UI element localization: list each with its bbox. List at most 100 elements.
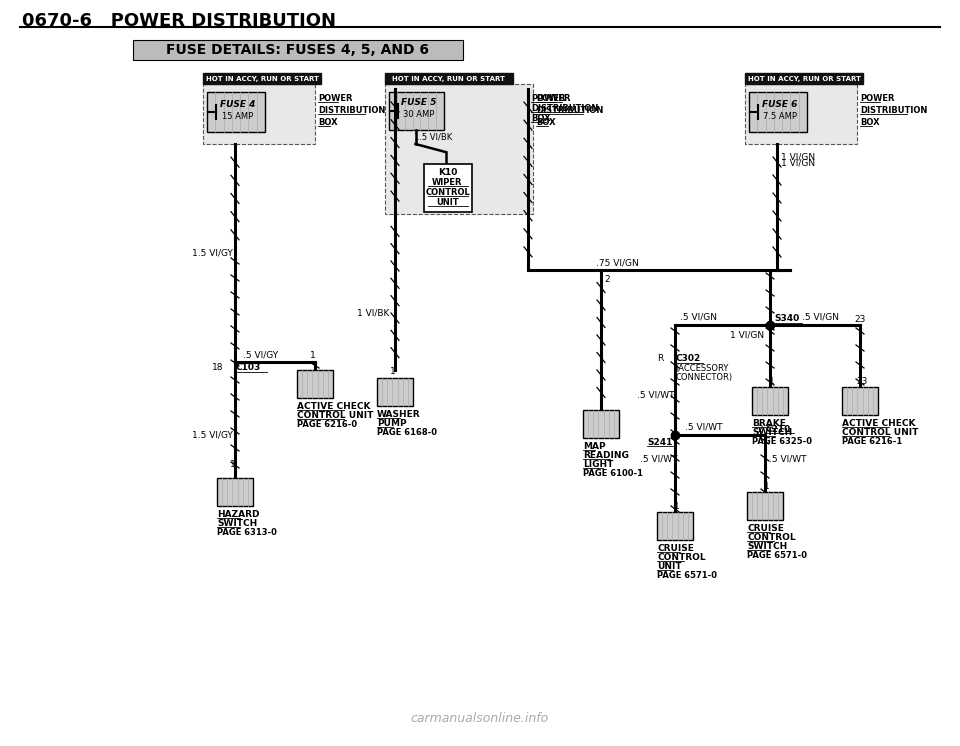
Text: 1: 1 bbox=[390, 367, 396, 376]
Text: 1 VI/GN: 1 VI/GN bbox=[730, 330, 764, 339]
Text: 30 AMP: 30 AMP bbox=[403, 110, 434, 119]
Text: 2: 2 bbox=[757, 425, 763, 434]
Bar bbox=[377, 378, 413, 406]
Text: CRUISE: CRUISE bbox=[657, 544, 694, 553]
Text: CONTROL: CONTROL bbox=[425, 188, 469, 197]
Text: C103: C103 bbox=[236, 363, 261, 372]
Text: .5 VI/GY: .5 VI/GY bbox=[243, 350, 278, 359]
Bar bbox=[423, 164, 471, 212]
Text: .5 VI/WT: .5 VI/WT bbox=[637, 390, 675, 399]
Text: 1.5 VI/BK: 1.5 VI/BK bbox=[414, 132, 452, 141]
Text: 23: 23 bbox=[854, 315, 865, 324]
Text: BOX: BOX bbox=[860, 118, 879, 127]
Bar bbox=[389, 92, 444, 130]
Text: POWER: POWER bbox=[860, 94, 895, 103]
Text: C210: C210 bbox=[766, 425, 791, 434]
Text: 1: 1 bbox=[310, 351, 316, 360]
Text: S241: S241 bbox=[647, 438, 672, 447]
Text: BOX: BOX bbox=[531, 114, 551, 123]
Text: CONTROL UNIT: CONTROL UNIT bbox=[842, 428, 919, 437]
Text: 18: 18 bbox=[211, 363, 223, 372]
Text: SWITCH: SWITCH bbox=[752, 428, 792, 437]
Text: PAGE 6100-1: PAGE 6100-1 bbox=[583, 469, 643, 478]
Text: R: R bbox=[657, 354, 663, 363]
Bar bbox=[385, 84, 533, 214]
Text: PAGE 6325-0: PAGE 6325-0 bbox=[752, 437, 812, 446]
Bar bbox=[747, 492, 783, 520]
Bar bbox=[203, 73, 321, 84]
Text: 1: 1 bbox=[764, 482, 770, 491]
Text: .5 VI/WT: .5 VI/WT bbox=[769, 455, 806, 464]
Bar bbox=[752, 387, 788, 415]
Text: PAGE 6571-0: PAGE 6571-0 bbox=[747, 551, 807, 560]
Text: PAGE 6216-0: PAGE 6216-0 bbox=[297, 420, 357, 429]
Text: HOT IN ACCY, RUN OR START: HOT IN ACCY, RUN OR START bbox=[748, 75, 860, 81]
Text: BOX: BOX bbox=[318, 118, 338, 127]
Text: 1: 1 bbox=[230, 460, 236, 469]
Text: POWER: POWER bbox=[531, 94, 565, 103]
Bar bbox=[842, 387, 878, 415]
Bar bbox=[583, 410, 619, 438]
Text: PAGE 6571-0: PAGE 6571-0 bbox=[657, 571, 717, 580]
Text: 1.5 VI/GY: 1.5 VI/GY bbox=[192, 248, 233, 257]
Text: FUSE 6: FUSE 6 bbox=[762, 100, 798, 109]
Bar bbox=[133, 40, 463, 60]
Bar bbox=[203, 84, 315, 144]
Text: C302: C302 bbox=[675, 354, 700, 363]
Text: (ACCESSORY: (ACCESSORY bbox=[675, 364, 729, 373]
Text: HOT IN ACCY, RUN OR START: HOT IN ACCY, RUN OR START bbox=[205, 75, 319, 81]
Text: 1 VI/GN: 1 VI/GN bbox=[781, 153, 815, 162]
Text: POWER: POWER bbox=[536, 94, 570, 103]
Text: UNIT: UNIT bbox=[657, 562, 682, 571]
Text: 23: 23 bbox=[856, 377, 868, 386]
Text: carmanualsonline.info: carmanualsonline.info bbox=[411, 712, 549, 725]
Text: MAP: MAP bbox=[583, 442, 606, 451]
Text: WASHER: WASHER bbox=[377, 410, 420, 419]
Text: DISTRIBUTION: DISTRIBUTION bbox=[318, 106, 385, 115]
Text: DISTRIBUTION: DISTRIBUTION bbox=[860, 106, 927, 115]
Text: 1 VI/BK: 1 VI/BK bbox=[357, 308, 390, 317]
Text: PAGE 6313-0: PAGE 6313-0 bbox=[217, 528, 276, 537]
Text: WIPER: WIPER bbox=[432, 178, 463, 187]
Text: DISTRIBUTION: DISTRIBUTION bbox=[536, 106, 604, 115]
Text: .5 VI/WT: .5 VI/WT bbox=[685, 423, 723, 432]
Text: BRAKE: BRAKE bbox=[752, 419, 786, 428]
Text: 1.5 VI/GY: 1.5 VI/GY bbox=[192, 430, 233, 439]
Text: POWER: POWER bbox=[318, 94, 352, 103]
Text: 7.5 AMP: 7.5 AMP bbox=[763, 112, 797, 121]
Bar bbox=[297, 370, 333, 398]
Bar bbox=[385, 73, 513, 84]
Text: 0670-6   POWER DISTRIBUTION: 0670-6 POWER DISTRIBUTION bbox=[22, 12, 336, 30]
Text: SWITCH: SWITCH bbox=[747, 542, 787, 551]
Text: PAGE 6216-1: PAGE 6216-1 bbox=[842, 437, 902, 446]
Text: READING: READING bbox=[583, 451, 629, 460]
Text: HOT IN ACCY, RUN OR START: HOT IN ACCY, RUN OR START bbox=[393, 75, 506, 81]
Text: UNIT: UNIT bbox=[436, 198, 459, 207]
Text: 1: 1 bbox=[674, 502, 680, 511]
Text: 1 VI/GN: 1 VI/GN bbox=[781, 159, 815, 168]
Text: PAGE 6168-0: PAGE 6168-0 bbox=[377, 428, 437, 437]
Bar bbox=[207, 92, 265, 132]
Text: K10: K10 bbox=[438, 168, 457, 177]
Text: .75 VI/GN: .75 VI/GN bbox=[596, 258, 638, 267]
Text: SWITCH: SWITCH bbox=[217, 519, 257, 528]
Text: S340: S340 bbox=[774, 314, 800, 323]
Text: 2: 2 bbox=[604, 275, 610, 284]
Text: FUSE 5: FUSE 5 bbox=[401, 98, 436, 107]
Bar bbox=[745, 73, 863, 84]
Text: DISTRIBUTION: DISTRIBUTION bbox=[531, 104, 598, 113]
Text: 1: 1 bbox=[769, 377, 775, 386]
Text: .5 VI/GN: .5 VI/GN bbox=[680, 313, 717, 322]
Text: HAZARD: HAZARD bbox=[217, 510, 259, 519]
Text: 15 AMP: 15 AMP bbox=[223, 112, 253, 121]
Bar bbox=[657, 512, 693, 540]
Text: CONTROL: CONTROL bbox=[657, 553, 706, 562]
Text: PUMP: PUMP bbox=[377, 419, 407, 428]
Bar bbox=[745, 84, 857, 144]
Text: CRUISE: CRUISE bbox=[747, 524, 784, 533]
Text: FUSE 4: FUSE 4 bbox=[220, 100, 255, 109]
Text: CONTROL UNIT: CONTROL UNIT bbox=[297, 411, 373, 420]
Bar bbox=[749, 92, 807, 132]
Text: BOX: BOX bbox=[536, 118, 556, 127]
Text: .5 VI/WT: .5 VI/WT bbox=[640, 455, 678, 464]
